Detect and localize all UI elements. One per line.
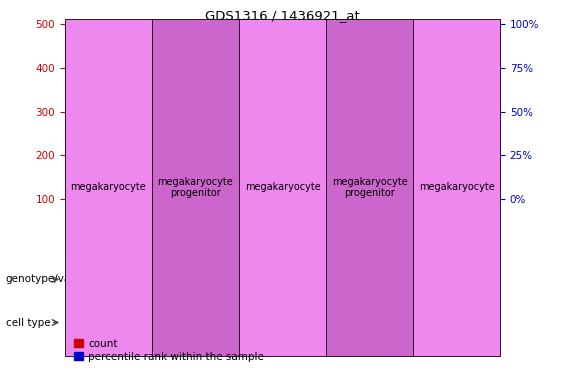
Text: GSM45788: GSM45788 bbox=[257, 202, 265, 251]
Text: GSM45789: GSM45789 bbox=[300, 202, 308, 251]
Bar bbox=[413, 199, 457, 257]
Bar bbox=[337, 26, 359, 199]
Text: genotype/variation: genotype/variation bbox=[6, 274, 105, 284]
Bar bbox=[206, 100, 228, 199]
Point bbox=[126, 74, 135, 80]
Bar bbox=[119, 90, 141, 199]
Text: megakaryocyte
progenitor: megakaryocyte progenitor bbox=[158, 177, 233, 198]
Text: GSM45787: GSM45787 bbox=[126, 202, 134, 251]
Bar bbox=[65, 199, 108, 257]
Bar bbox=[326, 199, 370, 257]
Point bbox=[82, 82, 92, 88]
Text: GDS1316 / 1436921_at: GDS1316 / 1436921_at bbox=[205, 9, 360, 22]
Bar bbox=[424, 196, 446, 199]
Legend: count, percentile rank within the sample: count, percentile rank within the sample bbox=[70, 334, 268, 366]
Bar bbox=[370, 199, 413, 257]
Text: megakaryocyte
progenitor: megakaryocyte progenitor bbox=[332, 177, 407, 198]
Text: megakaryocyte: megakaryocyte bbox=[419, 183, 494, 192]
Text: megakaryocyte: megakaryocyte bbox=[71, 183, 146, 192]
Point bbox=[170, 70, 179, 76]
Bar bbox=[250, 144, 272, 199]
Bar bbox=[108, 199, 152, 257]
Bar bbox=[467, 172, 489, 199]
Text: GATA-1deltaNeod
eltaHS mutant: GATA-1deltaNeod eltaHS mutant bbox=[414, 177, 499, 198]
Point bbox=[299, 98, 308, 104]
Bar bbox=[239, 19, 326, 356]
Point bbox=[212, 77, 221, 83]
Text: GSM45790: GSM45790 bbox=[170, 202, 178, 251]
Bar bbox=[326, 19, 413, 356]
Point bbox=[431, 126, 440, 132]
Bar bbox=[195, 199, 239, 257]
Text: GSM45794: GSM45794 bbox=[431, 202, 439, 250]
Bar bbox=[457, 199, 500, 257]
Text: GSM45786: GSM45786 bbox=[82, 202, 91, 251]
Text: megakaryocyte: megakaryocyte bbox=[245, 183, 320, 192]
Bar bbox=[65, 19, 239, 356]
Bar bbox=[282, 199, 326, 257]
Text: GSM45795: GSM45795 bbox=[474, 202, 483, 251]
Bar bbox=[239, 199, 282, 257]
Bar bbox=[293, 163, 315, 199]
Bar bbox=[152, 19, 239, 356]
Point bbox=[386, 74, 396, 80]
Bar bbox=[152, 199, 195, 257]
Text: GSM45792: GSM45792 bbox=[344, 202, 352, 250]
Text: wild type: wild type bbox=[130, 183, 174, 192]
Bar bbox=[413, 19, 500, 356]
Point bbox=[257, 91, 266, 97]
Text: GATA-1deltaN mutant: GATA-1deltaN mutant bbox=[273, 183, 379, 192]
Text: GSM45793: GSM45793 bbox=[387, 202, 396, 251]
Bar bbox=[76, 118, 98, 199]
Bar bbox=[413, 19, 500, 356]
Text: GSM45791: GSM45791 bbox=[213, 202, 221, 251]
Point bbox=[343, 60, 353, 66]
Bar bbox=[65, 19, 152, 356]
Bar bbox=[239, 19, 413, 356]
Bar bbox=[380, 89, 402, 199]
Text: cell type: cell type bbox=[6, 318, 50, 327]
Bar bbox=[163, 86, 185, 199]
Point bbox=[473, 104, 483, 110]
